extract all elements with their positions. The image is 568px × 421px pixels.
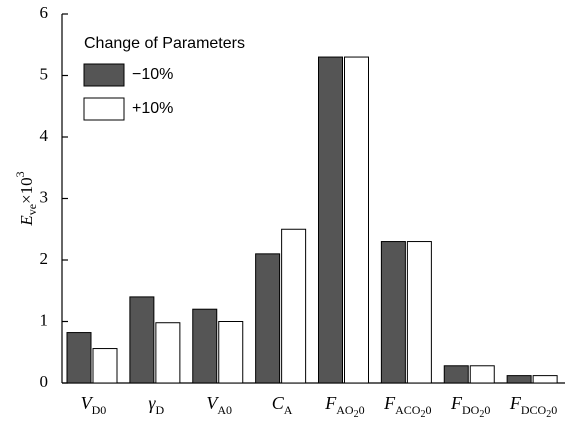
x-tick-label-part: F (383, 393, 396, 413)
y-tick-label: 4 (40, 126, 49, 145)
x-tick-label-part: ACO (395, 403, 421, 417)
bar (92, 348, 118, 384)
x-tick-label-part: D0 (92, 403, 107, 417)
x-tick-label-part: γ (148, 393, 156, 413)
x-tick-label-part: 0 (359, 403, 365, 417)
y-tick-label: 5 (40, 64, 49, 83)
x-tick-label-part: DCO (521, 403, 547, 417)
x-tick-label-part: 2 (479, 409, 484, 420)
x-tick-label-part: F (509, 393, 522, 413)
x-tick-label-part: F (450, 393, 463, 413)
x-tick-label-part: DO (462, 403, 480, 417)
legend-swatch (83, 97, 125, 121)
x-tick-label-part: 2 (420, 409, 425, 420)
bar (344, 56, 369, 384)
x-tick-label-part: 2 (354, 409, 359, 420)
legend-title: Change of Parameters (84, 35, 245, 52)
x-tick-label-part: D (156, 403, 165, 417)
bar (155, 322, 181, 384)
x-tick-label: FACO20 (383, 393, 431, 420)
bar (129, 296, 155, 384)
x-tick-label-part: A (284, 403, 293, 417)
legend-swatch (83, 63, 125, 87)
bar (506, 375, 532, 384)
x-tick-label: VA0 (206, 393, 232, 417)
bar (255, 253, 281, 384)
bar (443, 365, 469, 384)
x-tick-label: FDCO20 (509, 393, 557, 420)
x-tick-label: VD0 (81, 393, 107, 417)
y-axis-label-part: ve (25, 204, 39, 215)
x-tick-label-part: C (272, 393, 285, 413)
x-tick-label-part: 0 (484, 403, 490, 417)
bar (318, 56, 343, 384)
y-axis-label-part: E (17, 215, 36, 227)
y-axis-label-part: ×10 (17, 177, 36, 204)
y-tick-label: 6 (40, 3, 49, 22)
y-tick-label: 3 (40, 187, 49, 206)
bar (66, 332, 92, 384)
legend-label: −10% (132, 66, 173, 83)
x-tick-label-part: A0 (217, 403, 232, 417)
bar (469, 365, 495, 384)
x-tick-label: γD (148, 393, 164, 417)
x-tick-label-part: AO (336, 403, 354, 417)
x-tick-label: CA (272, 393, 293, 417)
bar (218, 321, 244, 384)
y-tick-label: 1 (40, 310, 49, 329)
bar (406, 241, 432, 384)
x-tick-label-part: 0 (551, 403, 557, 417)
x-tick-label-part: 2 (546, 409, 551, 420)
x-tick-label-part: V (81, 393, 94, 413)
bar (380, 241, 406, 384)
x-tick-label-part: F (324, 393, 337, 413)
legend-label: +10% (132, 100, 173, 117)
x-tick-label-part: 0 (425, 403, 431, 417)
bar (532, 375, 558, 384)
y-tick-label: 2 (40, 249, 49, 268)
bar (281, 228, 307, 384)
x-tick-label-part: V (206, 393, 219, 413)
x-tick-label: FAO20 (324, 393, 364, 420)
y-tick-label: 0 (40, 372, 49, 391)
bar (192, 308, 218, 384)
x-tick-label: FDO20 (450, 393, 490, 420)
y-axis-label: Eve×103 (13, 171, 39, 226)
y-axis-label-part: 3 (13, 171, 27, 177)
